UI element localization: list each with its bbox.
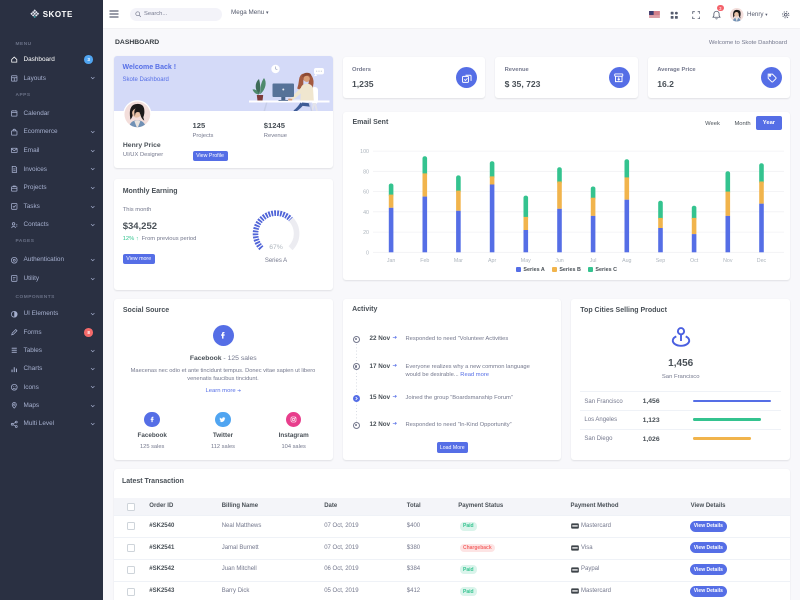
svg-text:Jul: Jul	[589, 257, 596, 263]
svg-text:100: 100	[360, 149, 369, 155]
svg-text:20: 20	[363, 230, 369, 236]
svg-text:Oct: Oct	[689, 257, 698, 263]
svg-text:May: May	[520, 257, 530, 263]
svg-text:Jan: Jan	[386, 257, 395, 263]
svg-text:80: 80	[363, 169, 369, 175]
svg-text:Nov: Nov	[723, 257, 733, 263]
svg-text:40: 40	[363, 209, 369, 215]
svg-text:0: 0	[366, 250, 369, 256]
svg-text:Aug: Aug	[622, 257, 631, 263]
svg-text:Mar: Mar	[453, 257, 462, 263]
svg-text:Apr: Apr	[487, 257, 495, 263]
svg-text:Jun: Jun	[555, 257, 564, 263]
svg-text:60: 60	[363, 189, 369, 195]
svg-text:Sep: Sep	[655, 257, 664, 263]
svg-text:Dec: Dec	[756, 257, 766, 263]
svg-text:Feb: Feb	[420, 257, 429, 263]
